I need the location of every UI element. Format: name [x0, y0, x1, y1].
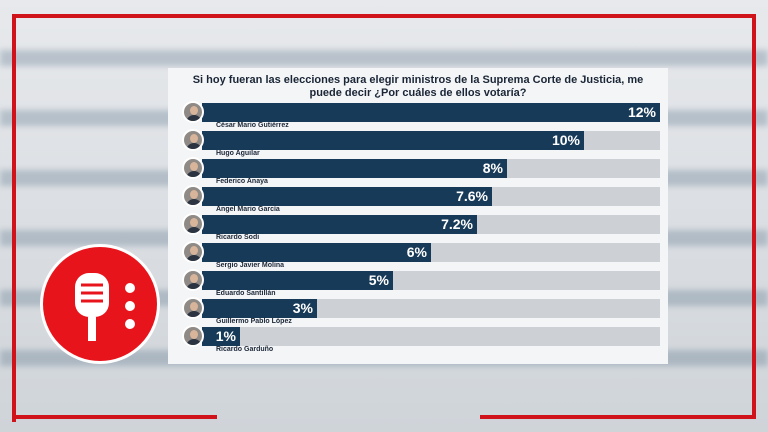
- bar-row: 1% Ricardo Garduño: [168, 325, 668, 355]
- avatar-face: [190, 134, 198, 143]
- bar: [202, 299, 317, 318]
- category-label: Ángel Mario García: [216, 206, 280, 213]
- category-label: Sergio Javier Molina: [216, 262, 285, 269]
- frame-left: [12, 14, 16, 422]
- category-label: Federico Anaya: [216, 178, 268, 185]
- avatar-face: [190, 218, 198, 227]
- bar-track: [202, 327, 660, 346]
- avatar-body: [186, 143, 202, 149]
- data-label: 7.2%: [441, 216, 473, 232]
- avatar: [182, 101, 204, 123]
- data-label: 6%: [406, 244, 427, 260]
- dot-icon: [125, 301, 135, 311]
- bar: [202, 159, 507, 178]
- bar-row: 12% César Mario Gutiérrez: [168, 101, 668, 131]
- bg-stripe: [0, 50, 768, 66]
- microphone-icon: [40, 244, 160, 364]
- avatar-face: [190, 246, 198, 255]
- data-label: 7.6%: [456, 188, 488, 204]
- avatar-face: [190, 330, 198, 339]
- data-label: 10%: [551, 132, 580, 148]
- category-label: César Mario Gutiérrez: [216, 122, 289, 129]
- avatar-body: [186, 339, 202, 345]
- data-label: 8%: [482, 160, 503, 176]
- avatar: [182, 325, 204, 347]
- avatar-face: [190, 162, 198, 171]
- data-label: 3%: [292, 300, 313, 316]
- category-label: Ricardo Garduño: [216, 346, 274, 353]
- microphone-icon-graphic: [75, 273, 109, 341]
- frame-bottom: [12, 415, 217, 419]
- chart-card: Si hoy fueran las elecciones para elegir…: [168, 68, 668, 364]
- bar: [202, 187, 492, 206]
- avatar: [182, 269, 204, 291]
- category-label: Ricardo Sodi: [216, 234, 260, 241]
- bar-row: 6% Sergio Javier Molina: [168, 241, 668, 271]
- bar-row: 10% Hugo Aguilar: [168, 129, 668, 159]
- bar: [202, 215, 477, 234]
- avatar: [182, 241, 204, 263]
- frame-top: [12, 14, 756, 18]
- category-label: Hugo Aguilar: [216, 150, 260, 157]
- data-label: 5%: [368, 272, 389, 288]
- avatar: [182, 213, 204, 235]
- category-label: Eduardo Santillán: [216, 290, 276, 297]
- bar: [202, 271, 393, 290]
- avatar-face: [190, 106, 198, 115]
- avatar-body: [186, 255, 202, 261]
- avatar-body: [186, 227, 202, 233]
- category-label: Guillermo Pablo López: [216, 318, 292, 325]
- bar: [202, 327, 240, 346]
- bar-row: 7.2% Ricardo Sodi: [168, 213, 668, 243]
- data-label: 1%: [215, 328, 236, 344]
- dot-icon: [125, 319, 135, 329]
- bar-row: 8% Federico Anaya: [168, 157, 668, 187]
- avatar: [182, 129, 204, 151]
- avatar-face: [190, 274, 198, 283]
- bar-row: 5% Eduardo Santillán: [168, 269, 668, 299]
- bar: [202, 131, 584, 150]
- data-label: 12%: [627, 104, 656, 120]
- bar: [202, 243, 431, 262]
- bar-row: 7.6% Ángel Mario García: [168, 185, 668, 215]
- avatar-face: [190, 302, 198, 311]
- dot-icon: [125, 283, 135, 293]
- bar: [202, 103, 660, 122]
- bar-row: 3% Guillermo Pablo López: [168, 297, 668, 327]
- avatar: [182, 297, 204, 319]
- avatar-body: [186, 115, 202, 121]
- avatar-body: [186, 171, 202, 177]
- avatar-face: [190, 190, 198, 199]
- avatar: [182, 157, 204, 179]
- frame-bottom: [480, 415, 756, 419]
- avatar-body: [186, 199, 202, 205]
- chart-title: Si hoy fueran las elecciones para elegir…: [192, 74, 644, 99]
- avatar-body: [186, 283, 202, 289]
- avatar: [182, 185, 204, 207]
- avatar-body: [186, 311, 202, 317]
- frame-right: [752, 14, 756, 418]
